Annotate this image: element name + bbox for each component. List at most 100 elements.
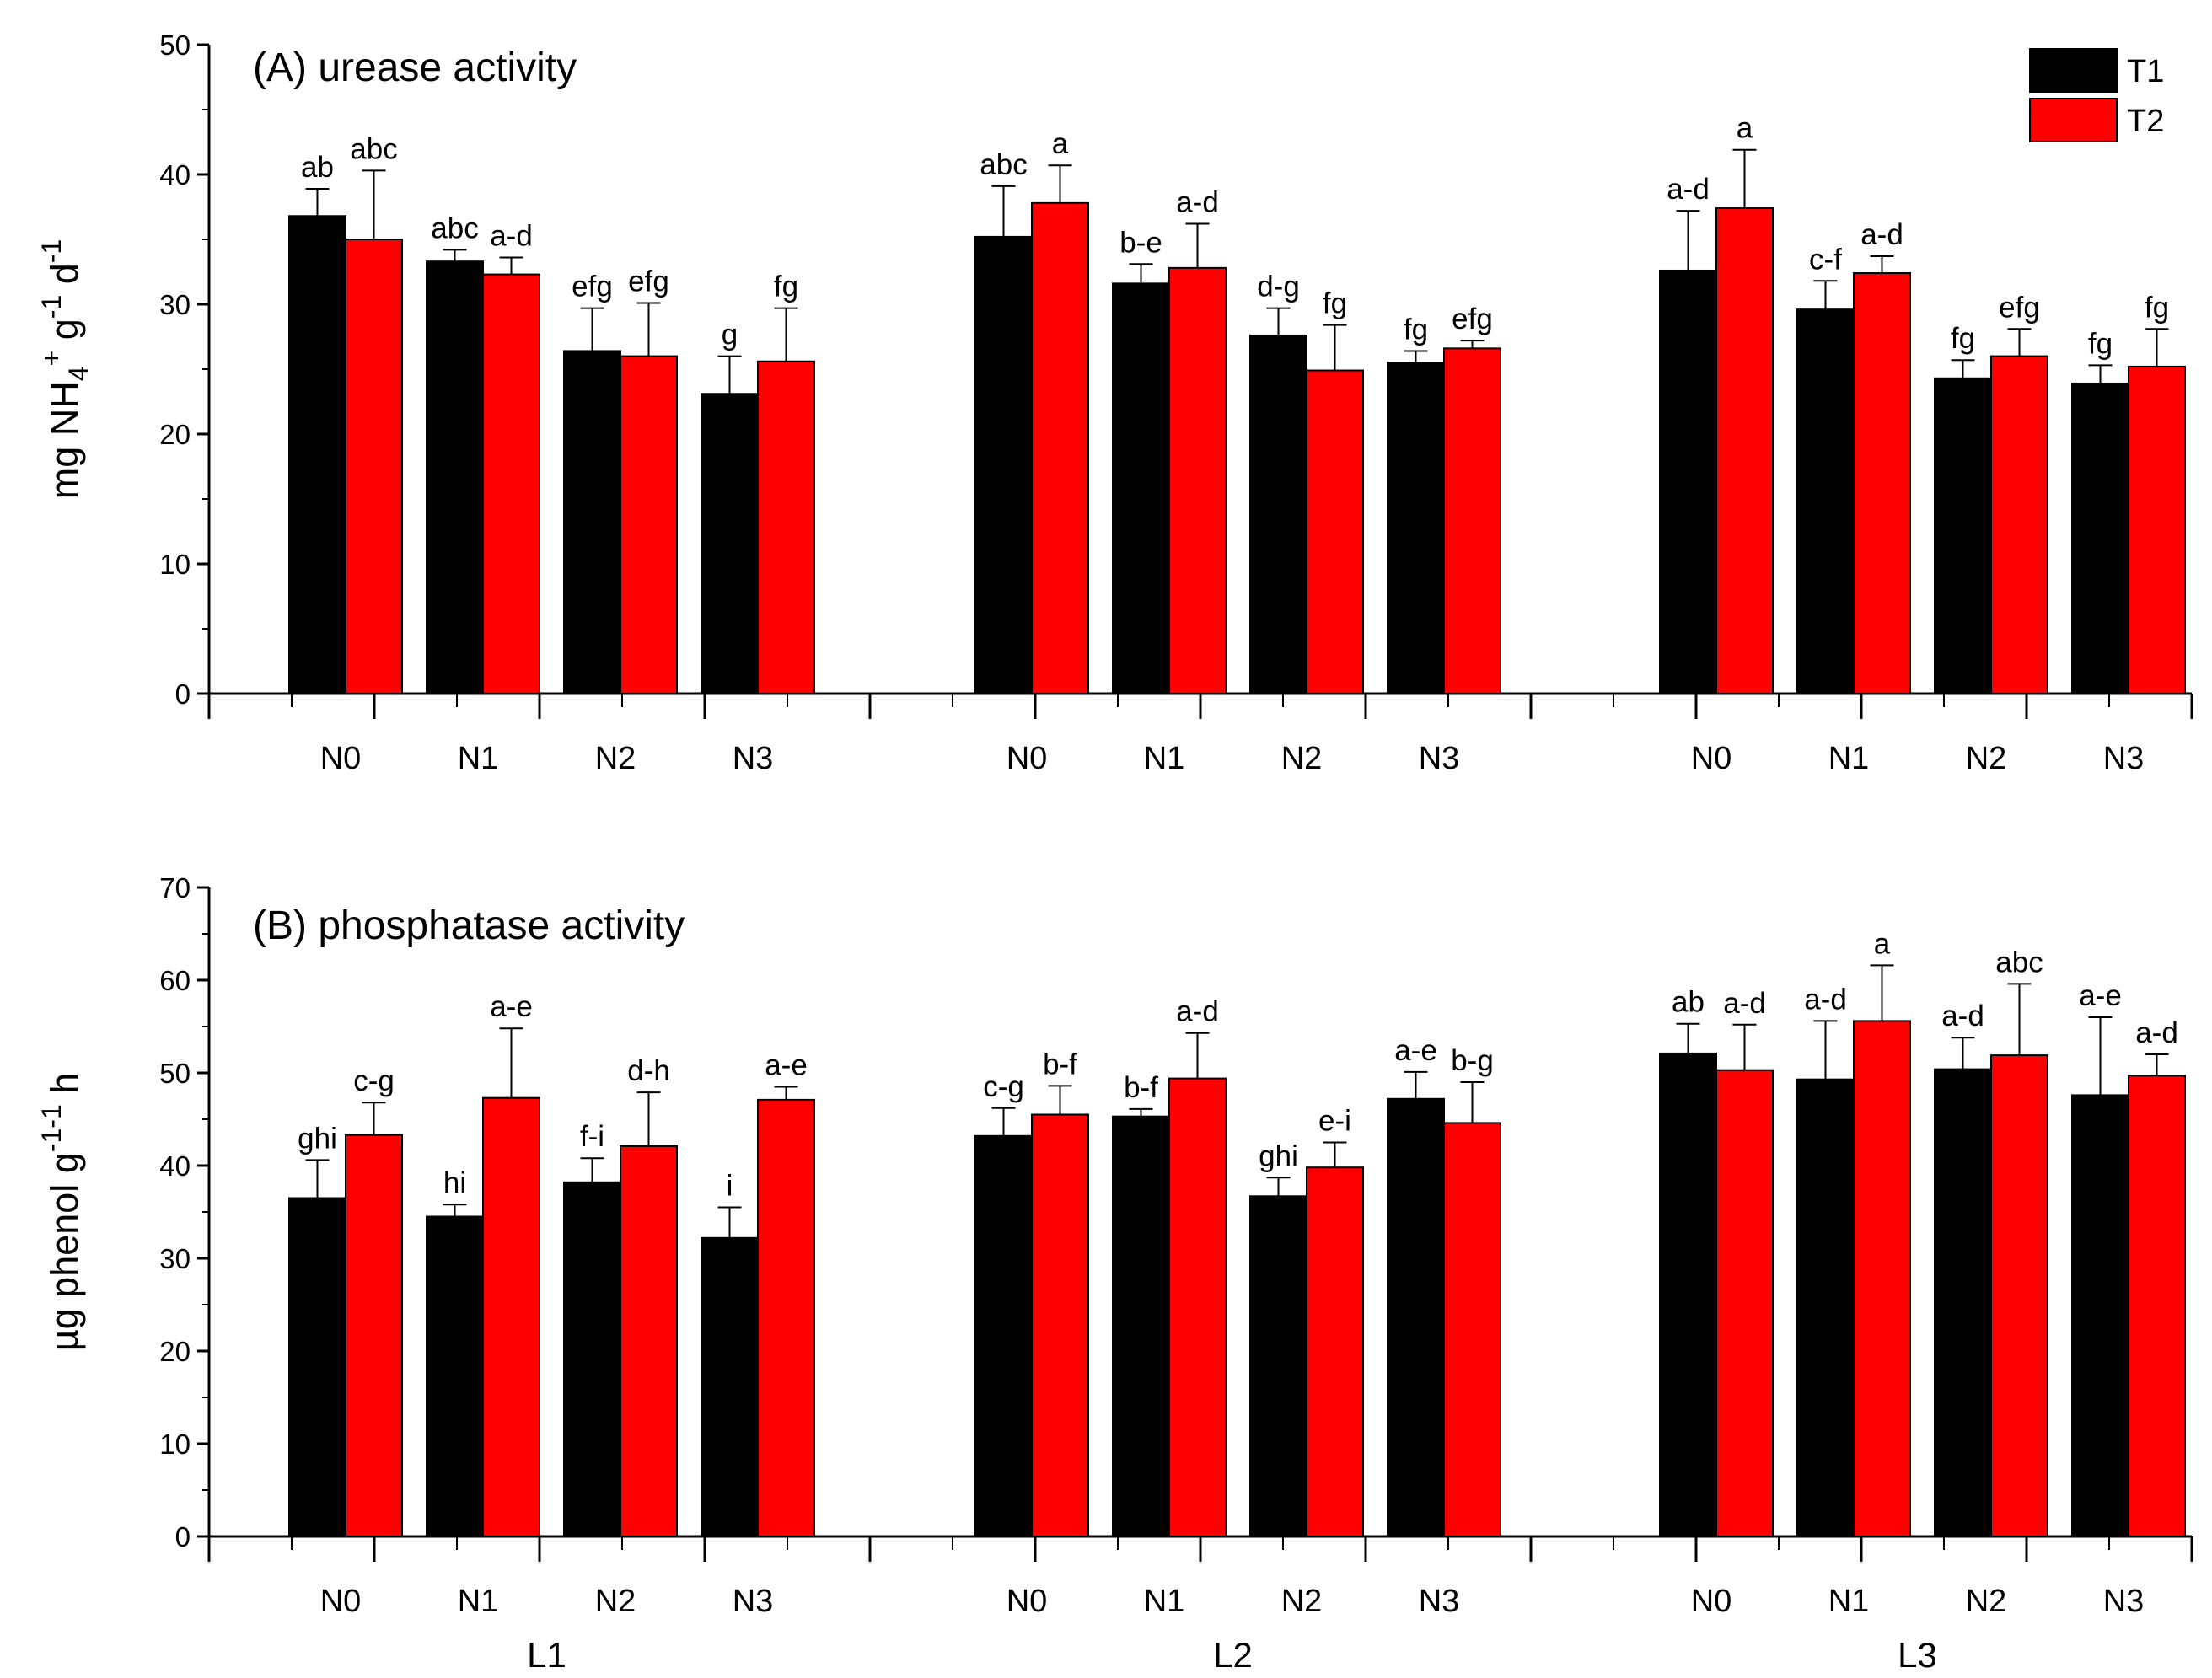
significance-label: c-f	[1809, 243, 1842, 276]
bar-t1	[2071, 1094, 2129, 1537]
significance-label: d-g	[1257, 271, 1300, 303]
category-label: N2	[1966, 741, 2007, 776]
bar-t1	[1249, 1195, 1307, 1538]
bar-t1	[563, 1181, 621, 1538]
bar-t2	[620, 1145, 678, 1538]
bar-t2	[1715, 1069, 1774, 1537]
y-tick-label: 70	[159, 872, 191, 903]
significance-label: abc	[980, 148, 1027, 181]
y-tick-label: 10	[159, 1429, 191, 1460]
significance-label: a	[1737, 112, 1753, 145]
group-label: L1	[527, 1635, 566, 1675]
category-label: N2	[595, 741, 636, 776]
significance-label: c-g	[983, 1070, 1024, 1103]
y-tick-label: 20	[159, 419, 191, 450]
bar-t1	[974, 235, 1033, 695]
significance-label: ab	[1672, 986, 1705, 1019]
significance-label: fg	[2088, 327, 2113, 360]
significance-label: efg	[1452, 303, 1493, 335]
bar-t1	[2071, 382, 2129, 694]
category-label: N2	[1281, 1584, 1323, 1619]
significance-label: c-g	[353, 1064, 395, 1097]
category-label: N3	[733, 741, 774, 776]
significance-label: efg	[1999, 291, 2040, 324]
bar-t1	[974, 1134, 1033, 1538]
bar-t2	[2128, 365, 2186, 694]
bar-t1	[288, 1197, 346, 1537]
significance-label: abc	[1995, 946, 2043, 978]
bar-t2	[620, 355, 678, 694]
panel-title: (B) phosphatase activity	[253, 903, 685, 948]
significance-label: b-f	[1043, 1048, 1077, 1080]
bar-t2	[757, 360, 815, 694]
bar-t1	[1796, 1078, 1855, 1537]
significance-label: a-d	[2135, 1016, 2178, 1049]
significance-label: a-e	[490, 990, 533, 1023]
significance-label: a-d	[1176, 995, 1219, 1028]
y-tick-label: 50	[159, 29, 191, 61]
bar-t2	[1443, 347, 1501, 694]
significance-label: ab	[301, 151, 334, 184]
significance-label: a	[1052, 127, 1069, 160]
y-tick-label: 10	[159, 549, 191, 580]
bar-t1	[701, 393, 759, 694]
bar-t2	[1853, 272, 1911, 694]
legend-label-t2: T2	[2127, 104, 2164, 139]
bar-t1	[563, 350, 621, 694]
category-label: N0	[320, 741, 362, 776]
bar-t1	[1796, 308, 1855, 694]
bar-t2	[345, 239, 403, 694]
significance-label: f-i	[580, 1120, 604, 1153]
category-label: N3	[733, 1584, 774, 1619]
bar-t1	[1112, 1115, 1170, 1537]
y-tick-label: 0	[175, 678, 191, 710]
bar-t2	[1168, 1077, 1227, 1537]
significance-label: a-d	[1860, 218, 1903, 251]
bar-t1	[288, 215, 346, 694]
bar-t2	[345, 1134, 403, 1537]
significance-label: a-d	[1667, 173, 1710, 206]
y-tick-label: 60	[159, 965, 191, 996]
bar-t2	[1853, 1020, 1911, 1537]
category-label: N1	[1828, 741, 1870, 776]
bar-t2	[1715, 207, 1774, 695]
significance-label: a-d	[1176, 186, 1219, 219]
significance-label: e-i	[1318, 1105, 1351, 1138]
y-tick-label: 30	[159, 289, 191, 320]
legend-label-t1: T1	[2127, 54, 2164, 89]
y-tick-label: 20	[159, 1336, 191, 1367]
significance-label: abc	[350, 132, 397, 165]
significance-label: fg	[1323, 287, 1347, 320]
bar-t1	[1659, 269, 1717, 694]
y-tick-label: 40	[159, 159, 191, 190]
significance-label: a-e	[1394, 1034, 1437, 1067]
significance-label: i	[727, 1170, 733, 1203]
category-label: N1	[1144, 741, 1185, 776]
y-tick-label: 50	[159, 1058, 191, 1089]
category-label: N2	[1966, 1584, 2007, 1619]
category-label: N1	[458, 741, 499, 776]
bar-t1	[1112, 282, 1170, 694]
significance-label: a-e	[2079, 979, 2122, 1012]
significance-label: b-g	[1451, 1044, 1494, 1077]
bar-t2	[1031, 1113, 1089, 1537]
y-tick-label: 30	[159, 1243, 191, 1274]
bar-t1	[1934, 377, 1992, 694]
y-tick-label: 40	[159, 1150, 191, 1182]
urease-activity-panel: 0 10 20 30 40 50 (A) urease activity mg NH4+ g-…	[36, 29, 2193, 776]
category-label: N3	[2103, 741, 2145, 776]
bar-t2	[2128, 1075, 2186, 1538]
phosphatase-activity-panel: 0 10 20 30 40 50 60 70 (B) phosphatase activity µ…	[36, 872, 2193, 1675]
bar-t2	[482, 273, 540, 694]
group-label: L2	[1213, 1635, 1253, 1675]
significance-label: a-d	[490, 220, 533, 253]
y-axis-label: µg phenol g-1-1 h	[36, 1073, 86, 1352]
category-label: N3	[1419, 741, 1460, 776]
category-label: N3	[2103, 1584, 2145, 1619]
bar-t1	[1387, 1097, 1445, 1538]
category-label: N1	[1828, 1584, 1870, 1619]
significance-label: a-d	[1723, 987, 1766, 1020]
bar-t2	[482, 1096, 540, 1537]
bar-t1	[1659, 1052, 1717, 1537]
